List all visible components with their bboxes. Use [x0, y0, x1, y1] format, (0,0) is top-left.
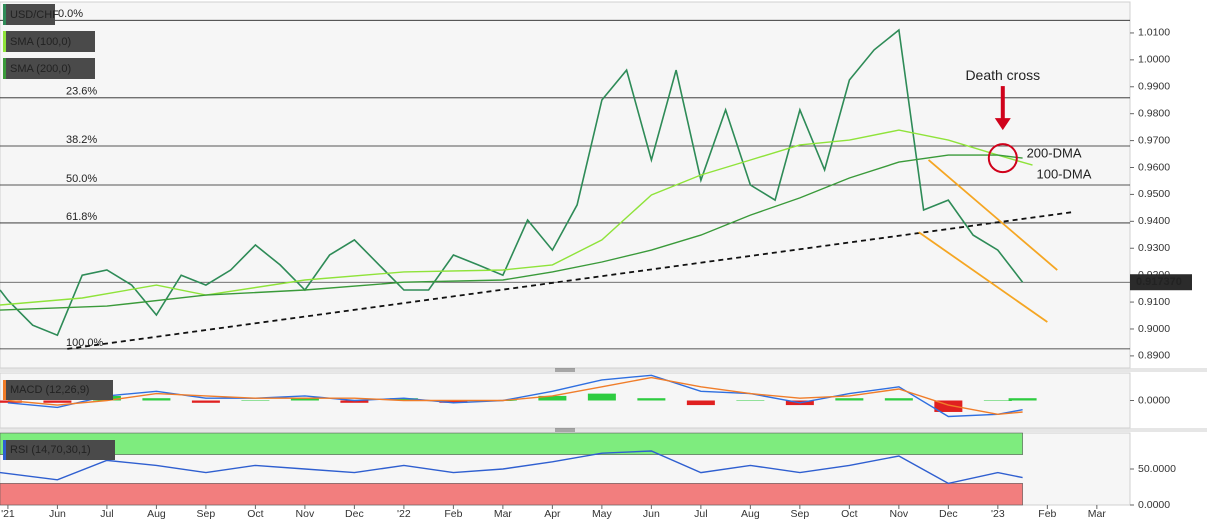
histogram-bar	[686, 400, 715, 406]
y-tick-label: 1.0100	[1138, 27, 1170, 39]
x-tick-label: Apr	[544, 508, 561, 520]
histogram-bar	[290, 398, 319, 401]
histogram-bar	[340, 400, 369, 403]
fib-label: 23.6%	[66, 86, 97, 98]
series-end-label: 200-DMA	[1027, 146, 1082, 161]
x-tick-label: Nov	[296, 508, 315, 520]
legend-label: SMA (200,0)	[10, 63, 71, 75]
x-tick-label: Nov	[890, 508, 909, 520]
legend-swatch	[3, 58, 6, 79]
histogram-bar	[835, 398, 864, 401]
histogram-bar	[884, 398, 913, 401]
panel-separator	[0, 368, 1207, 372]
x-tick-label: Oct	[841, 508, 857, 520]
x-tick-label: Aug	[741, 508, 760, 520]
y-tick-label: 0.0000	[1138, 499, 1170, 511]
indicator-title-box	[3, 380, 113, 400]
x-tick-label: Jun	[49, 508, 66, 520]
y-tick-label: 0.9000	[1138, 323, 1170, 335]
y-tick-label: 0.9700	[1138, 134, 1170, 146]
series-end-label: 100-DMA	[1036, 167, 1091, 182]
x-tick-label: '21	[1, 508, 15, 520]
histogram-bar	[1008, 398, 1037, 401]
x-tick-label: Sep	[197, 508, 216, 520]
x-tick-label: Mar	[494, 508, 513, 520]
x-tick-label: Oct	[247, 508, 263, 520]
y-tick-label: 50.0000	[1138, 463, 1176, 475]
x-tick-label: Feb	[444, 508, 462, 520]
series-line	[0, 28, 1024, 337]
x-tick-label: '23	[991, 508, 1005, 520]
x-tick-label: Jul	[100, 508, 113, 520]
x-tick-label: Mar	[1088, 508, 1107, 520]
y-tick-label: 0.9900	[1138, 81, 1170, 93]
panel-separator	[0, 428, 1207, 432]
fib-label: 61.8%	[66, 211, 97, 223]
y-tick-label: 0.8900	[1138, 350, 1170, 362]
legend-box	[3, 58, 95, 79]
y-tick-label: 0.9400	[1138, 215, 1170, 227]
y-tick-label: 0.9300	[1138, 242, 1170, 254]
rsi-band	[0, 432, 1023, 455]
series-line	[7, 376, 1023, 416]
trendline	[67, 211, 1073, 350]
marker-label: Death cross	[965, 67, 1040, 83]
fib-label: 38.2%	[66, 134, 97, 146]
legend-swatch	[3, 31, 6, 52]
fib-label: 50.0%	[66, 173, 97, 185]
indicator-title-swatch	[3, 440, 6, 460]
last-value-label: 0.917370	[1136, 276, 1182, 288]
trendline	[927, 159, 1058, 271]
x-tick-label: Jul	[694, 508, 707, 520]
histogram-bar	[43, 400, 72, 403]
legend-box	[3, 4, 55, 25]
histogram-bar	[983, 400, 1012, 401]
death-cross-circle	[987, 143, 1018, 174]
indicator-title-swatch	[3, 380, 6, 400]
series-line	[0, 129, 1033, 306]
indicator-title-box	[3, 440, 115, 460]
fib-label: 0.0%	[58, 8, 83, 20]
y-tick-label: 0.0000	[1138, 394, 1170, 406]
arrow-head	[994, 118, 1011, 131]
x-tick-label: Dec	[345, 508, 364, 520]
y-tick-label: 1.0000	[1138, 54, 1170, 66]
legend-swatch	[3, 4, 6, 25]
y-tick-label: 0.9800	[1138, 107, 1170, 119]
last-value-tag	[1130, 274, 1192, 291]
x-tick-label: Feb	[1038, 508, 1056, 520]
y-tick-label: 0.9100	[1138, 296, 1170, 308]
histogram-bar	[736, 400, 765, 401]
histogram-bar	[538, 395, 567, 401]
x-tick-label: Sep	[791, 508, 810, 520]
legend-label: USD/CHF	[10, 9, 59, 21]
x-tick-label: '22	[397, 508, 411, 520]
histogram-bar	[142, 398, 171, 401]
y-tick-label: 0.9500	[1138, 188, 1170, 200]
histogram-bar	[439, 400, 468, 403]
x-tick-label: Dec	[939, 508, 958, 520]
rsi-band	[0, 483, 1023, 506]
legend-label: SMA (100,0)	[10, 36, 71, 48]
fib-label: 100.0%	[66, 337, 104, 349]
legend-box	[3, 31, 95, 52]
indicator-title: MACD (12,26,9)	[10, 384, 89, 396]
histogram-bar	[241, 400, 270, 401]
histogram-bar	[389, 398, 418, 401]
y-tick-label: 0.9600	[1138, 161, 1170, 173]
x-tick-label: Aug	[147, 508, 166, 520]
histogram-bar	[587, 393, 616, 401]
indicator-title: RSI (14,70,30,1)	[10, 444, 91, 456]
histogram-bar	[934, 400, 963, 412]
trendline	[918, 231, 1048, 323]
series-line	[0, 450, 1023, 485]
x-tick-label: May	[592, 508, 613, 520]
series-line	[0, 154, 1023, 311]
histogram-bar	[0, 400, 22, 403]
x-tick-label: Jun	[643, 508, 660, 520]
histogram-bar	[191, 400, 220, 403]
histogram-bar	[637, 398, 666, 401]
